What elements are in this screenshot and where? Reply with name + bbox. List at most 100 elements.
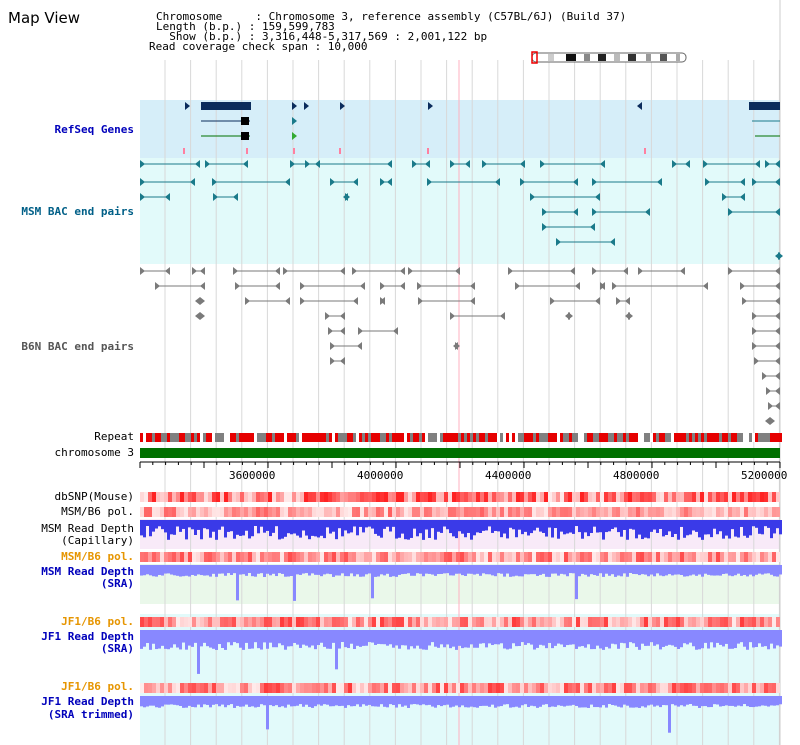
polymorphism-cell: [328, 552, 332, 562]
read-depth-bar: [356, 520, 359, 536]
polymorphism-cell: [168, 492, 172, 502]
polymorphism-cell: [284, 617, 288, 627]
read-depth-bar: [725, 520, 728, 536]
read-depth-bar: [197, 520, 200, 530]
polymorphism-cell: [328, 683, 332, 693]
repeat-segment: [317, 433, 320, 442]
b6n-bac-pair-end: [235, 282, 240, 290]
b6n-bac-pair-end: [340, 357, 345, 365]
read-depth-bar: [776, 565, 779, 577]
read-depth-bar: [437, 696, 440, 706]
polymorphism-cell: [392, 552, 396, 562]
polymorphism-cell: [628, 552, 632, 562]
track-label-msm-bac[interactable]: MSM BAC end pairs: [21, 205, 134, 218]
read-depth-bar: [281, 696, 284, 707]
read-depth-bar: [398, 520, 401, 538]
b6n-bac-pair-end: [155, 282, 160, 290]
polymorphism-cell: [536, 552, 540, 562]
read-depth-bar: [215, 696, 218, 705]
read-depth-bar: [491, 630, 494, 646]
polymorphism-cell: [564, 552, 568, 562]
polymorphism-cell: [708, 507, 712, 517]
polymorphism-cell: [212, 492, 216, 502]
read-depth-bar: [332, 520, 335, 532]
polymorphism-cell: [452, 507, 456, 517]
read-depth-bar: [722, 696, 725, 707]
read-depth-bar: [485, 696, 488, 706]
polymorphism-cell: [452, 492, 456, 502]
b6n-bac-pair-end: [575, 282, 580, 290]
polymorphism-cell: [160, 617, 164, 627]
b6n-bac-pair-end: [400, 282, 405, 290]
read-depth-bar: [203, 520, 206, 529]
track-label-refseq[interactable]: RefSeq Genes: [54, 123, 134, 136]
polymorphism-cell: [496, 552, 500, 562]
read-depth-bar: [203, 630, 206, 643]
msm-bac-pair-end: [140, 160, 145, 168]
polymorphism-cell: [428, 683, 432, 693]
read-depth-bar: [572, 565, 575, 574]
polymorphism-cell: [448, 492, 452, 502]
repeat-segment: [584, 433, 587, 442]
polymorphism-cell: [384, 683, 388, 693]
polymorphism-cell: [272, 683, 276, 693]
repeat-segment: [353, 433, 356, 442]
polymorphism-cell: [520, 552, 524, 562]
read-depth-bar: [590, 520, 593, 533]
msm-bac-pair-end: [412, 160, 417, 168]
polymorphism-cell: [252, 683, 256, 693]
read-depth-bar: [623, 565, 626, 574]
gene-marker: [428, 102, 433, 110]
polymorphism-cell: [224, 492, 228, 502]
read-depth-bar: [377, 696, 380, 707]
polymorphism-cell: [340, 683, 344, 693]
read-depth-bar: [584, 565, 587, 575]
polymorphism-cell: [776, 683, 780, 693]
read-depth-bar: [560, 696, 563, 706]
read-depth-bar: [233, 630, 236, 643]
coverage-span-info: Read coverage check span : 10,000: [149, 40, 368, 53]
polymorphism-cell: [152, 552, 156, 562]
read-depth-bar: [311, 630, 314, 646]
read-depth-bar: [212, 630, 215, 649]
track-label-b6n-bac[interactable]: B6N BAC end pairs: [21, 340, 134, 353]
ideogram-position-marker: [531, 51, 538, 64]
repeat-segment: [161, 433, 164, 442]
read-depth-bar: [149, 565, 152, 576]
read-depth-bar: [221, 630, 224, 648]
polymorphism-cell: [720, 683, 724, 693]
polymorphism-cell: [224, 552, 228, 562]
read-depth-bar: [455, 565, 458, 574]
read-depth-bar: [293, 630, 296, 643]
read-depth-bar: [203, 696, 206, 705]
read-depth-bar: [566, 565, 569, 577]
read-depth-bar: [497, 565, 500, 574]
read-depth-bar: [698, 565, 701, 575]
polymorphism-cell: [240, 683, 244, 693]
read-depth-bar: [284, 520, 287, 537]
polymorphism-cell: [704, 683, 708, 693]
read-depth-bar: [380, 565, 383, 575]
read-depth-bar: [695, 520, 698, 532]
polymorphism-cell: [220, 507, 224, 517]
read-depth-bar: [638, 630, 641, 650]
repeat-segment: [719, 433, 722, 442]
read-depth-bar: [626, 520, 629, 540]
read-depth-bar: [236, 565, 239, 601]
repeat-segment: [743, 433, 746, 442]
polymorphism-cell: [520, 492, 524, 502]
polymorphism-cell: [144, 683, 148, 693]
read-depth-bar: [281, 565, 284, 574]
track-label-dbsnp: dbSNP(Mouse): [54, 490, 134, 503]
polymorphism-cell: [540, 617, 544, 627]
polymorphism-cell: [384, 492, 388, 502]
read-depth-bar: [302, 565, 305, 574]
read-depth-bar: [695, 630, 698, 650]
repeat-segment: [140, 433, 143, 442]
b6n-bac-pair-end: [592, 267, 597, 275]
polymorphism-cell: [376, 507, 380, 517]
read-depth-bar: [275, 520, 278, 527]
read-depth-bar: [386, 630, 389, 646]
read-depth-bar: [404, 630, 407, 646]
